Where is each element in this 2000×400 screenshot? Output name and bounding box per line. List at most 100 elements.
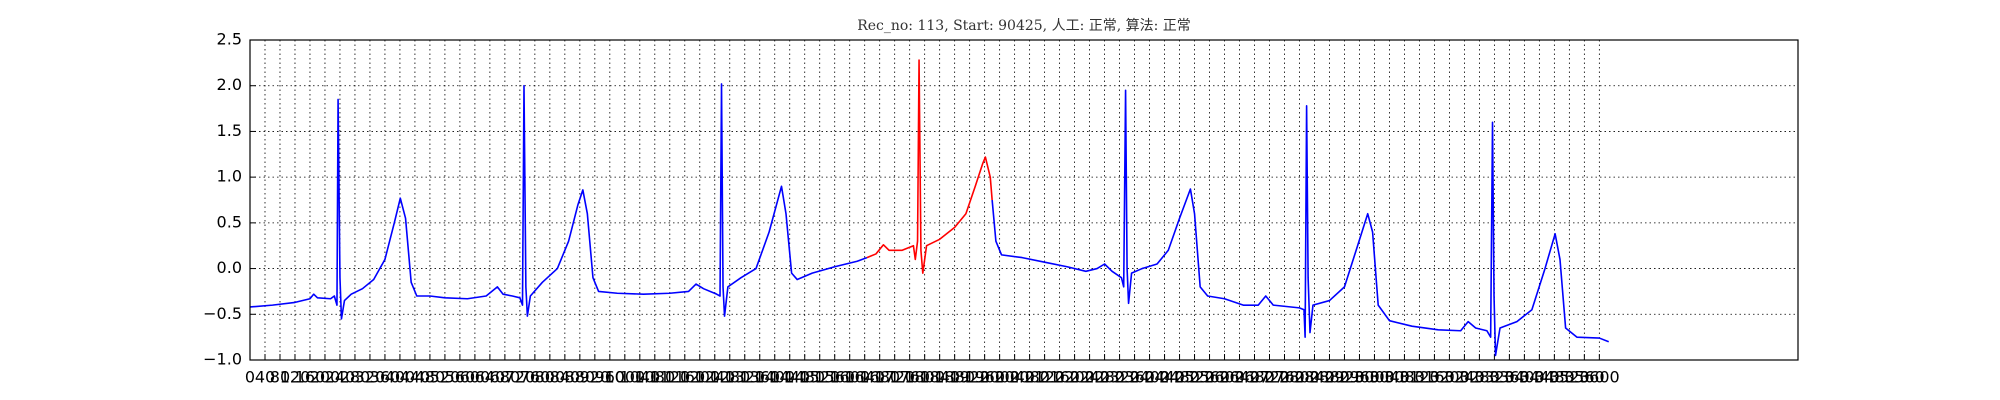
x-tick-label: 2880	[1309, 368, 1350, 387]
x-tick-label: 520	[430, 368, 461, 387]
x-tick-label: 2520	[1174, 368, 1215, 387]
x-tick-label: 3080	[1384, 368, 1425, 387]
x-tick-label: 3480	[1534, 368, 1575, 387]
x-tick-label: 1680	[859, 368, 900, 387]
x-tick-label: 920	[580, 368, 611, 387]
x-tick-label: 2000	[979, 368, 1020, 387]
x-tick-label: 3560	[1564, 368, 1605, 387]
y-tick-label: −0.5	[203, 304, 242, 323]
x-tick-label: 3160	[1414, 368, 1455, 387]
ecg-line	[249, 83, 1610, 357]
x-tick-label: 3600	[1579, 368, 1620, 387]
x-tick-label: 3000	[1354, 368, 1395, 387]
x-tick-label: 1000	[604, 368, 645, 387]
x-tick-label: 1520	[799, 368, 840, 387]
y-tick-label: 0.0	[217, 258, 242, 277]
x-tick-label: 120	[280, 368, 311, 387]
x-tick-label: 1280	[709, 368, 750, 387]
x-tick-label: 680	[490, 368, 521, 387]
x-tick-label: 3120	[1399, 368, 1440, 387]
x-tick-label: 1040	[619, 368, 660, 387]
x-tick-label: 160	[295, 368, 326, 387]
x-tick-label: 3040	[1369, 368, 1410, 387]
x-tick-label: 0	[245, 368, 255, 387]
x-tick-label: 240	[325, 368, 356, 387]
x-tick-label: 1560	[814, 368, 855, 387]
x-tick-label: 1880	[934, 368, 975, 387]
x-tick-label: 1480	[784, 368, 825, 387]
x-tick-label: 1320	[724, 368, 765, 387]
x-tick-label: 3240	[1444, 368, 1485, 387]
x-tick-label: 1800	[904, 368, 945, 387]
x-tick-label: 3400	[1504, 368, 1545, 387]
x-tick-label: 280	[340, 368, 371, 387]
x-tick-label: 2440	[1144, 368, 1185, 387]
x-tick-label: 2560	[1189, 368, 1230, 387]
x-tick-label: 2160	[1039, 368, 1080, 387]
x-tick-label: 840	[550, 368, 581, 387]
x-tick-label: 2240	[1069, 368, 1110, 387]
x-tick-label: 1120	[649, 368, 690, 387]
x-tick-label: 2120	[1024, 368, 1065, 387]
x-tick-label: 1640	[844, 368, 885, 387]
x-tick-label: 600	[460, 368, 491, 387]
x-tick-label: 1960	[964, 368, 1005, 387]
x-tick-label: 720	[505, 368, 536, 387]
x-tick-label: 1200	[679, 368, 720, 387]
x-tick-label: 2680	[1234, 368, 1275, 387]
x-tick-label: 3320	[1474, 368, 1515, 387]
ecg-line	[866, 59, 993, 274]
x-tick-label: 3280	[1459, 368, 1500, 387]
x-tick-label: 2280	[1084, 368, 1125, 387]
x-tick-label: 2760	[1264, 368, 1305, 387]
x-tick-label: 2920	[1324, 368, 1365, 387]
x-tick-label: 2600	[1204, 368, 1245, 387]
x-tick-label: 320	[355, 368, 386, 387]
x-tick-label: 400	[385, 368, 416, 387]
x-tick-label: 2720	[1249, 368, 1290, 387]
x-tick-label: 1400	[754, 368, 795, 387]
x-tick-label: 2200	[1054, 368, 1095, 387]
x-tick-label: 1600	[829, 368, 870, 387]
y-tick-label: 1.5	[217, 121, 242, 140]
x-tick-label: 80	[270, 368, 290, 387]
x-tick-label: 1920	[949, 368, 990, 387]
x-tick-label: 440	[400, 368, 431, 387]
x-tick-label: 2960	[1339, 368, 1380, 387]
x-tick-label: 800	[535, 368, 566, 387]
x-tick-label: 760	[520, 368, 551, 387]
x-tick-label: 960	[595, 368, 626, 387]
x-tick-label: 2400	[1129, 368, 1170, 387]
x-tick-label: 1440	[769, 368, 810, 387]
x-tick-label: 2800	[1279, 368, 1320, 387]
x-tick-label: 200	[310, 368, 341, 387]
x-tick-label: 640	[475, 368, 506, 387]
x-tick-label: 480	[415, 368, 446, 387]
y-tick-label: 2.0	[217, 75, 242, 94]
x-tick-label: 1760	[889, 368, 930, 387]
x-tick-label: 1840	[919, 368, 960, 387]
x-tick-label: 2040	[994, 368, 1035, 387]
x-tick-label: 2360	[1114, 368, 1155, 387]
x-tick-label: 1720	[874, 368, 915, 387]
x-tick-label: 1360	[739, 368, 780, 387]
y-tick-label: 1.0	[217, 167, 242, 186]
y-tick-label: −1.0	[203, 350, 242, 369]
x-tick-label: 3360	[1489, 368, 1530, 387]
x-tick-label: 1160	[664, 368, 705, 387]
y-tick-label: 2.5	[217, 30, 242, 49]
x-tick-label: 1080	[634, 368, 675, 387]
plot-frame	[249, 39, 1799, 361]
x-tick-label: 880	[565, 368, 596, 387]
x-tick-label: 2080	[1009, 368, 1050, 387]
y-tick-label: 0.5	[217, 212, 242, 231]
x-tick-label: 2840	[1294, 368, 1335, 387]
x-tick-label: 560	[445, 368, 476, 387]
x-tick-label: 40	[255, 368, 275, 387]
x-tick-label: 360	[370, 368, 401, 387]
x-tick-label: 2320	[1099, 368, 1140, 387]
x-tick-label: 3440	[1519, 368, 1560, 387]
x-tick-label: 2480	[1159, 368, 1200, 387]
x-tick-label: 1240	[694, 368, 735, 387]
